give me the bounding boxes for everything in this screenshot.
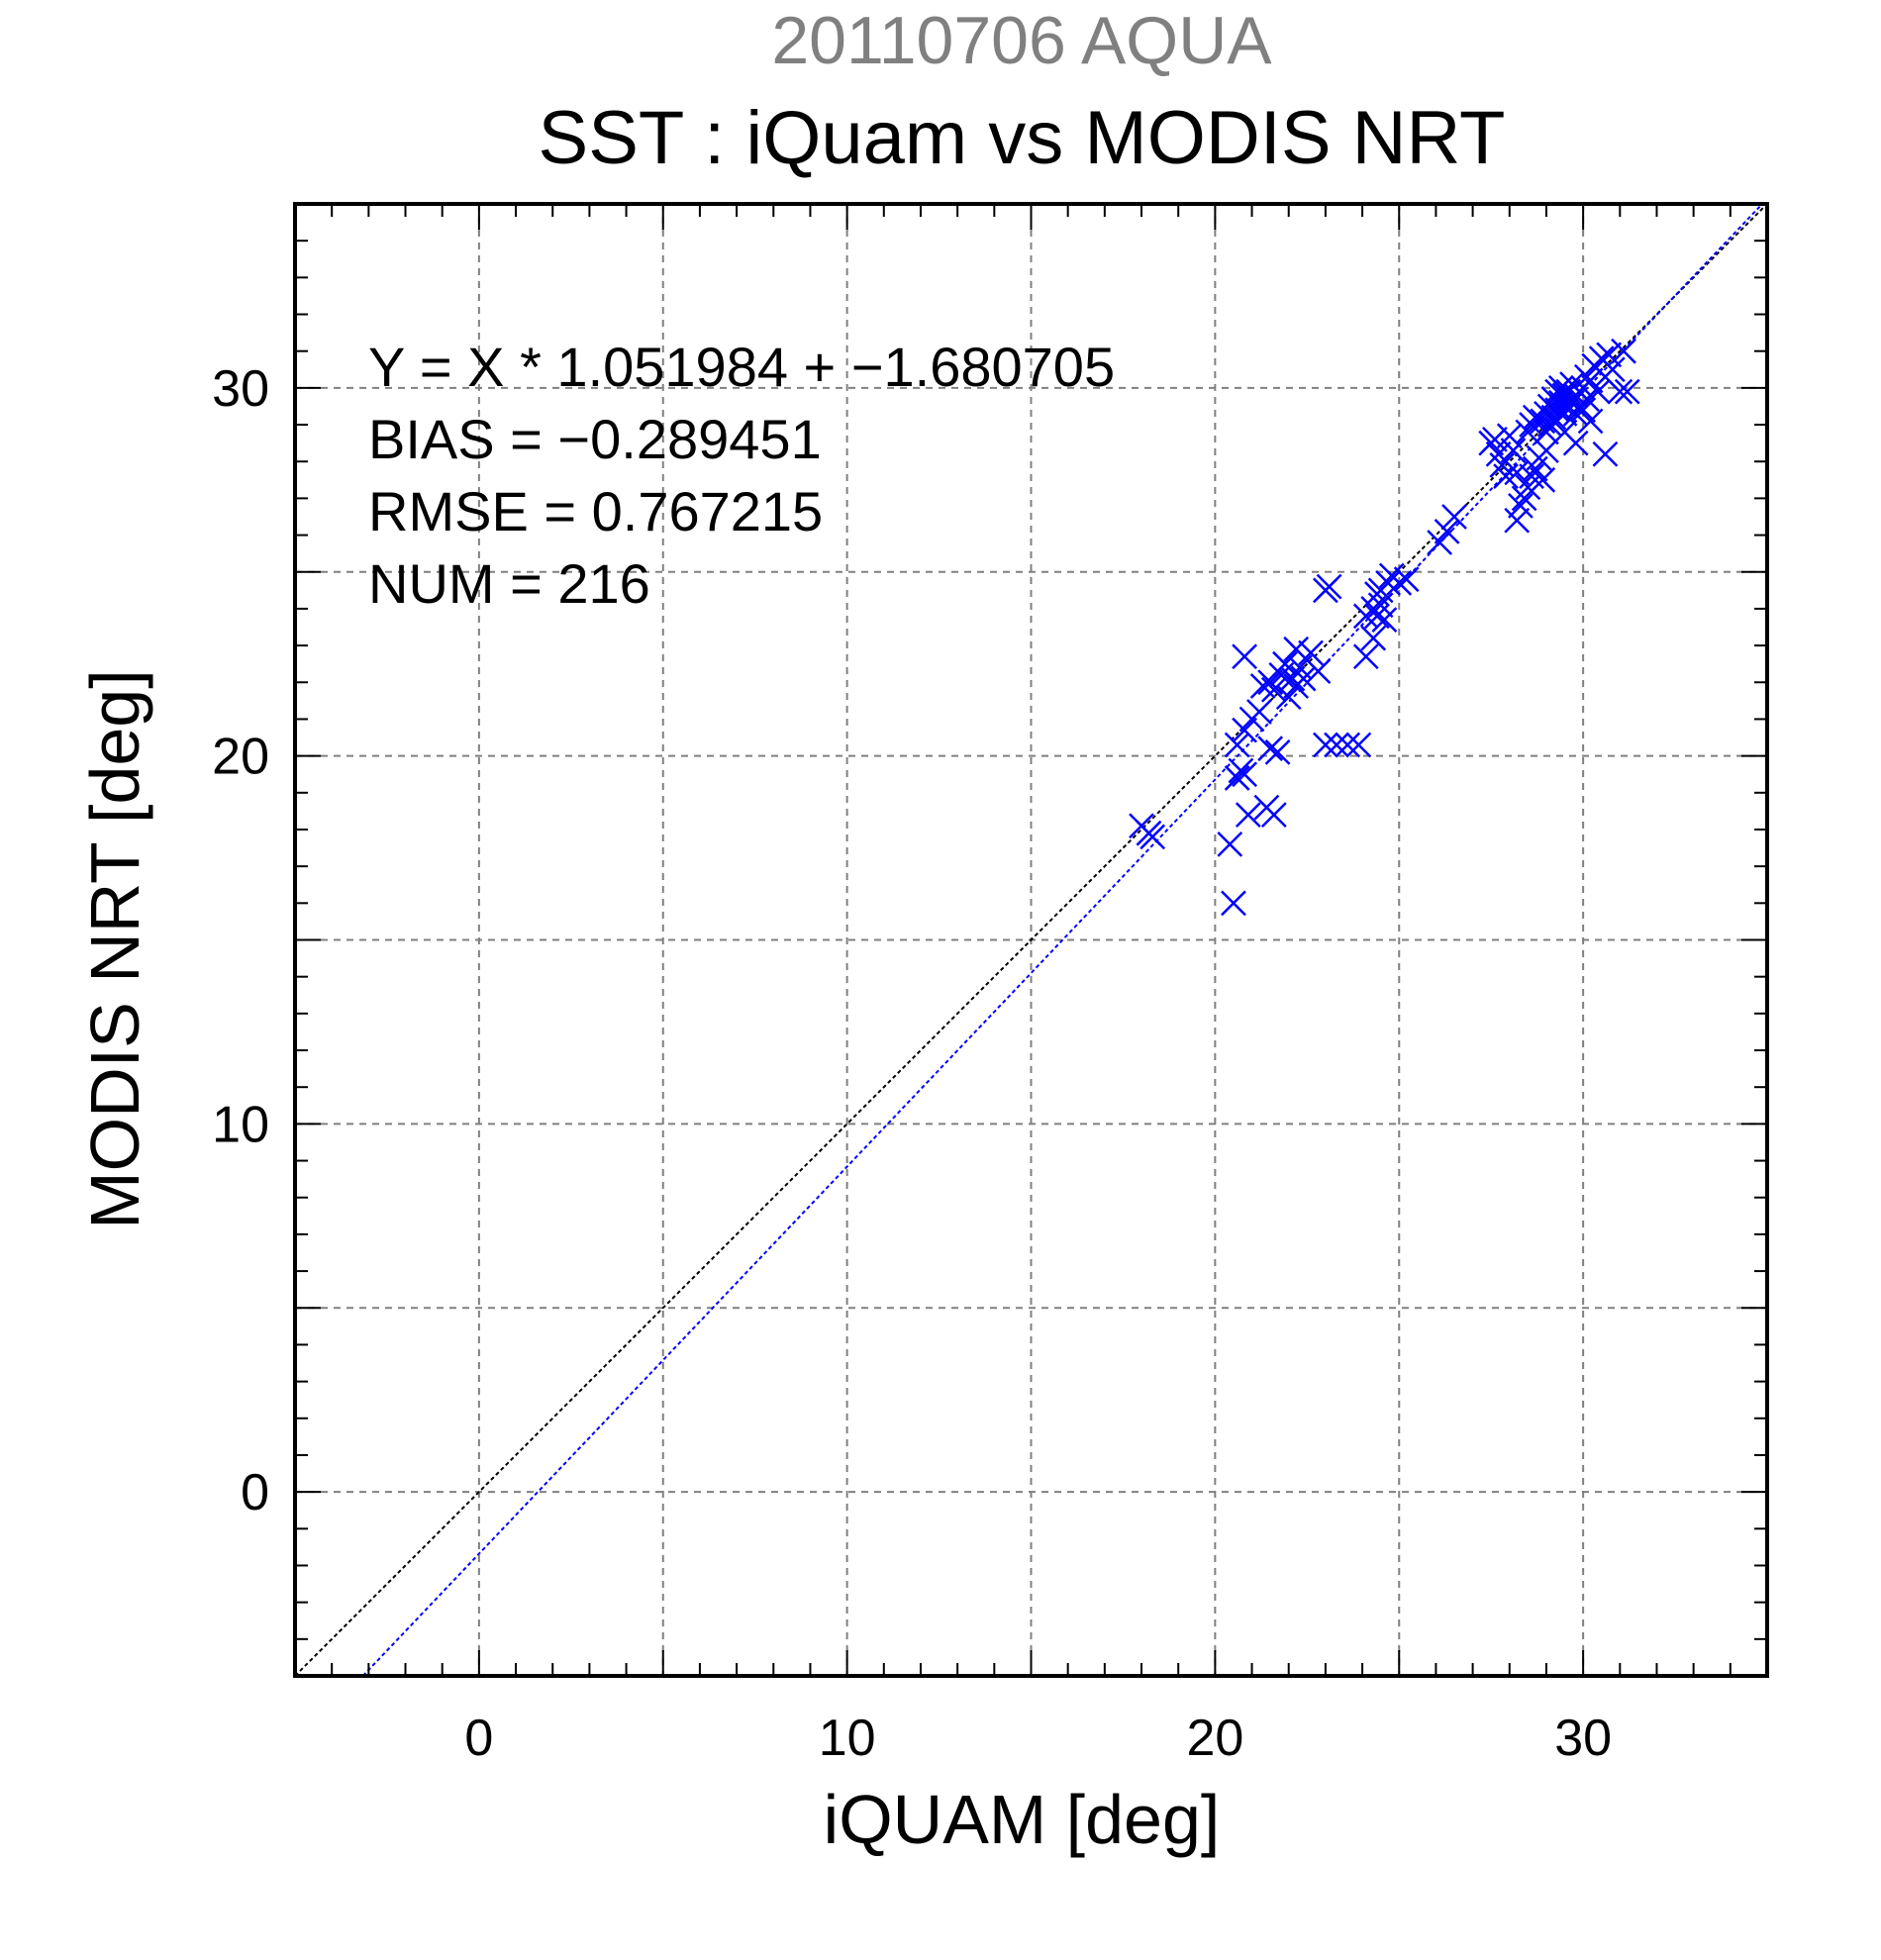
plot-frame xyxy=(293,202,1769,1678)
data-point xyxy=(1232,643,1257,670)
data-point xyxy=(1614,378,1640,405)
data-point xyxy=(1504,507,1531,534)
data-point xyxy=(1235,802,1261,828)
data-point xyxy=(1562,401,1589,427)
data-point xyxy=(1577,408,1604,435)
data-point xyxy=(1224,765,1250,791)
num-value: NUM = 216 xyxy=(368,552,650,615)
data-point xyxy=(1221,890,1246,917)
data-point xyxy=(1279,665,1306,692)
chart-subtitle: 20110706 AQUA xyxy=(771,3,1272,78)
data-point xyxy=(1482,427,1508,452)
data-point xyxy=(1313,732,1338,758)
y-axis-label: MODIS NRT [deg] xyxy=(76,669,153,1228)
chart-title: SST : iQuam vs MODIS NRT xyxy=(539,96,1506,180)
y-tick-label: 10 xyxy=(212,1096,269,1153)
data-point xyxy=(1290,665,1317,692)
data-point xyxy=(1599,356,1626,383)
data-point xyxy=(1592,441,1619,467)
data-point xyxy=(1427,530,1453,555)
data-point xyxy=(1577,367,1604,394)
stats-box: Y = X * 1.051984 + −1.680705 BIAS = −0.2… xyxy=(368,336,1115,615)
data-point xyxy=(1283,636,1310,662)
y-tick-label: 20 xyxy=(212,729,269,786)
data-point xyxy=(1335,732,1361,758)
data-point xyxy=(1246,699,1272,725)
data-point xyxy=(1530,466,1556,493)
data-point xyxy=(1232,761,1257,788)
grid-layer xyxy=(295,204,1767,1676)
data-point xyxy=(1611,338,1636,364)
data-point xyxy=(1607,378,1634,405)
data-point xyxy=(1508,492,1534,519)
data-point xyxy=(1534,438,1559,463)
data-points xyxy=(1129,338,1640,917)
data-point xyxy=(1441,504,1467,530)
data-point xyxy=(1596,342,1623,368)
x-tick-label: 20 xyxy=(1186,1710,1243,1767)
y-tick-label: 30 xyxy=(212,360,269,418)
data-point xyxy=(1345,732,1372,758)
data-point xyxy=(1257,735,1284,762)
data-point xyxy=(1364,581,1390,607)
data-point xyxy=(1232,717,1257,743)
data-point xyxy=(1305,658,1332,685)
bias-value: BIAS = −0.289451 xyxy=(368,408,822,470)
data-point xyxy=(1500,438,1527,463)
identity-line xyxy=(294,203,1768,1677)
data-point xyxy=(1264,739,1291,765)
x-tick-label: 10 xyxy=(819,1710,876,1767)
data-point xyxy=(1260,676,1287,703)
y-tick-label: 0 xyxy=(241,1464,269,1521)
rmse-value: RMSE = 0.767215 xyxy=(368,480,823,542)
data-point xyxy=(1224,732,1250,758)
data-point xyxy=(1257,669,1284,696)
data-point xyxy=(1371,607,1398,633)
data-point xyxy=(1298,639,1324,666)
x-tick-label: 0 xyxy=(464,1710,493,1767)
data-point xyxy=(1217,831,1243,857)
data-point xyxy=(1360,625,1387,651)
data-point xyxy=(1260,802,1287,828)
data-point xyxy=(1393,566,1420,593)
x-axis-label: iQUAM [deg] xyxy=(824,1781,1221,1858)
data-point xyxy=(1434,518,1460,544)
data-point xyxy=(1139,824,1166,850)
data-point xyxy=(1585,378,1611,405)
data-point xyxy=(1316,573,1342,600)
data-point xyxy=(1562,430,1589,456)
data-point xyxy=(1324,732,1349,758)
data-point xyxy=(1352,643,1379,670)
data-point xyxy=(1386,570,1413,596)
x-tick-label: 30 xyxy=(1554,1710,1612,1767)
regression-equation: Y = X * 1.051984 + −1.680705 xyxy=(368,336,1115,398)
tick-labels: 0 10 20 30 0 10 20 30 xyxy=(212,360,1612,1767)
data-point xyxy=(1272,650,1298,677)
